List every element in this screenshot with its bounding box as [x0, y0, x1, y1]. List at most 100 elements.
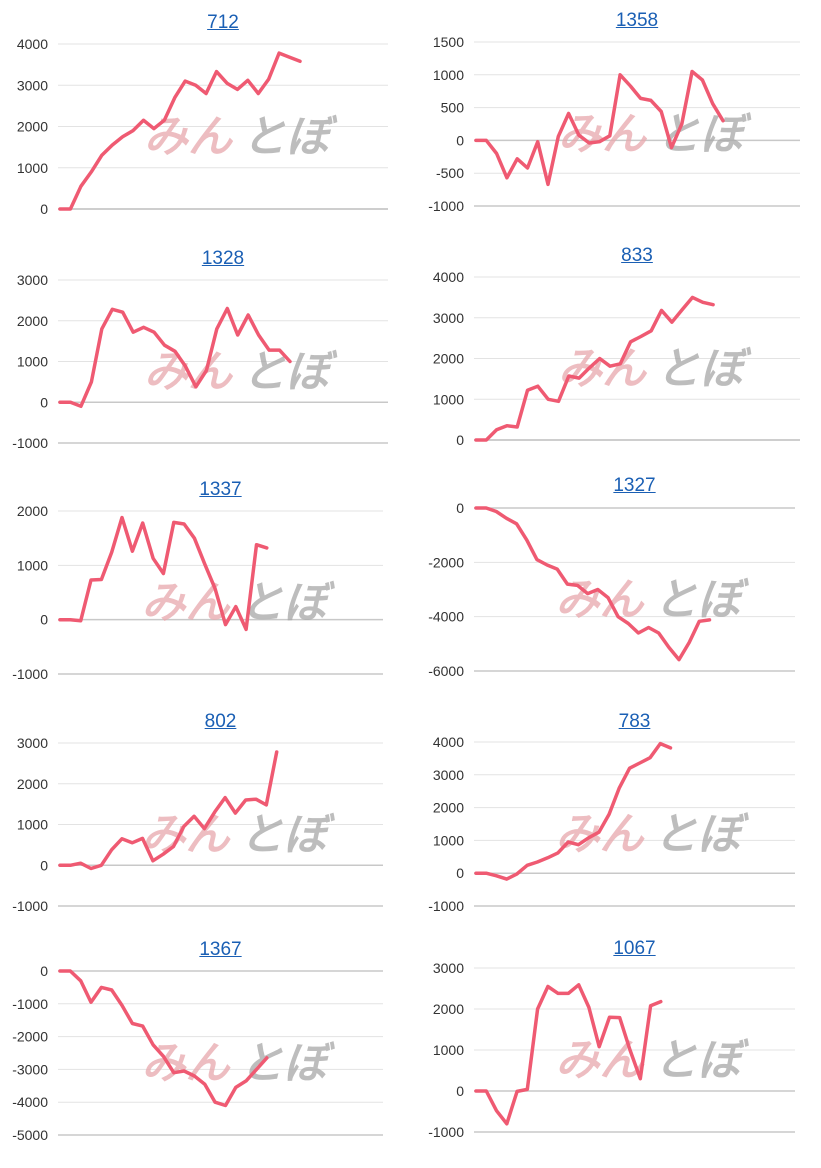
series-line: [58, 306, 292, 409]
y-tick-label: -1000: [428, 898, 464, 914]
watermark-logo: とぼ: [656, 109, 752, 160]
watermark-logo: とぼ: [654, 575, 750, 626]
watermark-logo: みん: [556, 575, 646, 626]
chart-title-link[interactable]: 1358: [615, 10, 659, 31]
y-tick-label: 1000: [17, 817, 48, 833]
chart-svg: -6000 -4000 -2000 0 みん とぼ: [428, 500, 795, 679]
chart-title-link[interactable]: 1327: [613, 475, 656, 496]
chart-title-link[interactable]: 712: [207, 12, 239, 33]
chart-svg: -1000 0 1000 2000 3000 4000 みん とぼ: [428, 734, 795, 914]
y-tick-label: 4000: [17, 36, 48, 52]
y-tick-label: 1000: [17, 354, 48, 370]
y-tick-label: 0: [456, 432, 464, 448]
y-tick-label: 500: [441, 100, 465, 116]
y-tick-label: 3000: [433, 960, 464, 976]
chart-panel: 833 0 1000 2000 3000 4000 みん とぼ: [410, 242, 820, 472]
y-tick-label: 3000: [17, 272, 48, 288]
series-line: [474, 983, 663, 1126]
chart-title-link[interactable]: 1337: [199, 479, 242, 500]
y-tick-label: -2000: [428, 554, 464, 570]
watermark-logo: みん: [558, 344, 648, 395]
chart-panel: 802 -1000 0 1000 2000 3000 みん とぼ: [0, 708, 410, 938]
y-tick-label: -1000: [12, 666, 48, 682]
series-line: [58, 51, 302, 211]
chart-panel: 1328 -1000 0 1000 2000 3000 みん とぼ: [0, 242, 410, 472]
y-tick-label: 2000: [17, 313, 48, 329]
chart-svg: 0 1000 2000 3000 4000 みん とぼ: [433, 269, 800, 448]
chart-svg: 0 1000 2000 3000 4000 みん とぼ: [17, 36, 388, 217]
chart-title-link[interactable]: 1367: [199, 939, 242, 960]
y-tick-label: 0: [456, 1083, 464, 1099]
y-tick-label: 1000: [433, 391, 464, 407]
y-tick-label: 0: [40, 612, 48, 628]
y-tick-label: -1000: [12, 996, 48, 1012]
y-tick-label: 3000: [17, 77, 48, 93]
watermark-logo: とぼ: [654, 809, 750, 860]
watermark-logo: みん: [142, 578, 232, 629]
y-tick-label: 1000: [433, 1042, 464, 1058]
series-line: [474, 69, 725, 187]
y-tick-label: -3000: [12, 1061, 48, 1077]
y-tick-label: -1000: [428, 1124, 464, 1140]
watermark-logo: とぼ: [656, 344, 752, 395]
y-tick-label: -5000: [12, 1127, 48, 1143]
chart-title-link[interactable]: 802: [204, 711, 237, 732]
y-tick-label: 3000: [433, 767, 464, 783]
y-tick-label: 2000: [433, 1001, 464, 1017]
y-tick-label: 1000: [17, 557, 48, 573]
y-tick-label: 0: [40, 201, 48, 217]
y-tick-label: 1000: [433, 832, 464, 848]
chart-panel: 1367 -5000 -4000 -3000 -2000 -1000 0 みん とぼ: [0, 938, 410, 1168]
watermark-logo: みん: [556, 809, 646, 860]
y-tick-label: 3000: [433, 310, 464, 326]
y-tick-label: 2000: [17, 119, 48, 135]
chart-panel: 1067 -1000 0 1000 2000 3000 みん とぼ: [410, 938, 820, 1168]
y-tick-label: 0: [456, 132, 464, 148]
y-tick-label: 0: [40, 394, 48, 410]
y-tick-label: 0: [40, 963, 48, 979]
watermark-logo: とぼ: [240, 810, 336, 861]
y-tick-label: -4000: [12, 1094, 48, 1110]
chart-title-link[interactable]: 783: [618, 711, 651, 732]
series-line: [474, 506, 712, 662]
watermark-logo: みん: [558, 109, 648, 160]
y-tick-label: 0: [456, 865, 464, 881]
chart-title-link[interactable]: 1067: [613, 938, 656, 959]
y-tick-label: 3000: [17, 735, 48, 751]
y-tick-label: 1000: [17, 160, 48, 176]
watermark-logo: みん: [144, 112, 234, 163]
y-tick-label: 1000: [433, 67, 464, 83]
chart-svg: -1000 -500 0 500 1000 1500 みん とぼ: [428, 34, 800, 214]
y-tick-label: 2000: [433, 800, 464, 816]
series-line: [58, 969, 269, 1108]
chart-title-link[interactable]: 1328: [201, 248, 245, 269]
chart-panel: 712 0 1000 2000 3000 4000 みん とぼ: [0, 8, 410, 238]
chart-panel: 1327 -6000 -4000 -2000 0 みん とぼ: [410, 475, 820, 705]
y-tick-label: 1500: [433, 34, 464, 50]
series-line: [58, 515, 269, 632]
chart-panel: 1358 -1000 -500 0 500 1000 1500 みん とぼ: [410, 8, 820, 238]
y-tick-label: -1000: [12, 435, 48, 451]
y-tick-label: -2000: [12, 1029, 48, 1045]
y-tick-label: -1000: [12, 898, 48, 914]
chart-panel: 783 -1000 0 1000 2000 3000 4000 みん とぼ: [410, 708, 820, 938]
watermark-logo: とぼ: [240, 578, 336, 629]
y-tick-label: -1000: [428, 198, 464, 214]
y-tick-label: 2000: [433, 351, 464, 367]
watermark-logo: とぼ: [240, 1038, 336, 1089]
chart-panel: 1337 -1000 0 1000 2000 みん とぼ: [0, 475, 410, 705]
y-tick-label: -6000: [428, 663, 464, 679]
chart-svg: -1000 0 1000 2000 みん とぼ: [12, 503, 383, 682]
series-line: [474, 741, 673, 881]
series-line: [58, 750, 279, 871]
y-tick-label: 4000: [433, 269, 464, 285]
series-line: [474, 295, 715, 442]
y-tick-label: 0: [456, 500, 464, 516]
watermark-logo: みん: [142, 810, 232, 861]
chart-title-link[interactable]: 833: [621, 245, 653, 266]
y-tick-label: -4000: [428, 609, 464, 625]
y-tick-label: 2000: [17, 776, 48, 792]
